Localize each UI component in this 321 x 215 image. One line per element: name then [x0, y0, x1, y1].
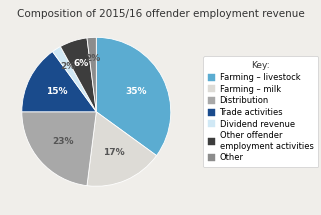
- Wedge shape: [87, 112, 157, 186]
- Text: 6%: 6%: [73, 59, 88, 68]
- Text: Composition of 2015/16 offender employment revenue: Composition of 2015/16 offender employme…: [17, 9, 304, 19]
- Wedge shape: [22, 112, 96, 186]
- Text: 2%: 2%: [85, 54, 100, 63]
- Wedge shape: [96, 37, 171, 156]
- Wedge shape: [60, 38, 96, 112]
- Text: 15%: 15%: [46, 87, 67, 96]
- Text: 2%: 2%: [60, 62, 75, 71]
- Legend: Farming – livestock, Farming – milk, Distribution, Trade activities, Dividend re: Farming – livestock, Farming – milk, Dis…: [203, 56, 318, 167]
- Wedge shape: [87, 37, 96, 112]
- Wedge shape: [53, 46, 96, 112]
- Wedge shape: [22, 52, 96, 112]
- Text: 17%: 17%: [103, 148, 125, 157]
- Text: 23%: 23%: [52, 137, 74, 146]
- Text: 35%: 35%: [126, 87, 147, 96]
